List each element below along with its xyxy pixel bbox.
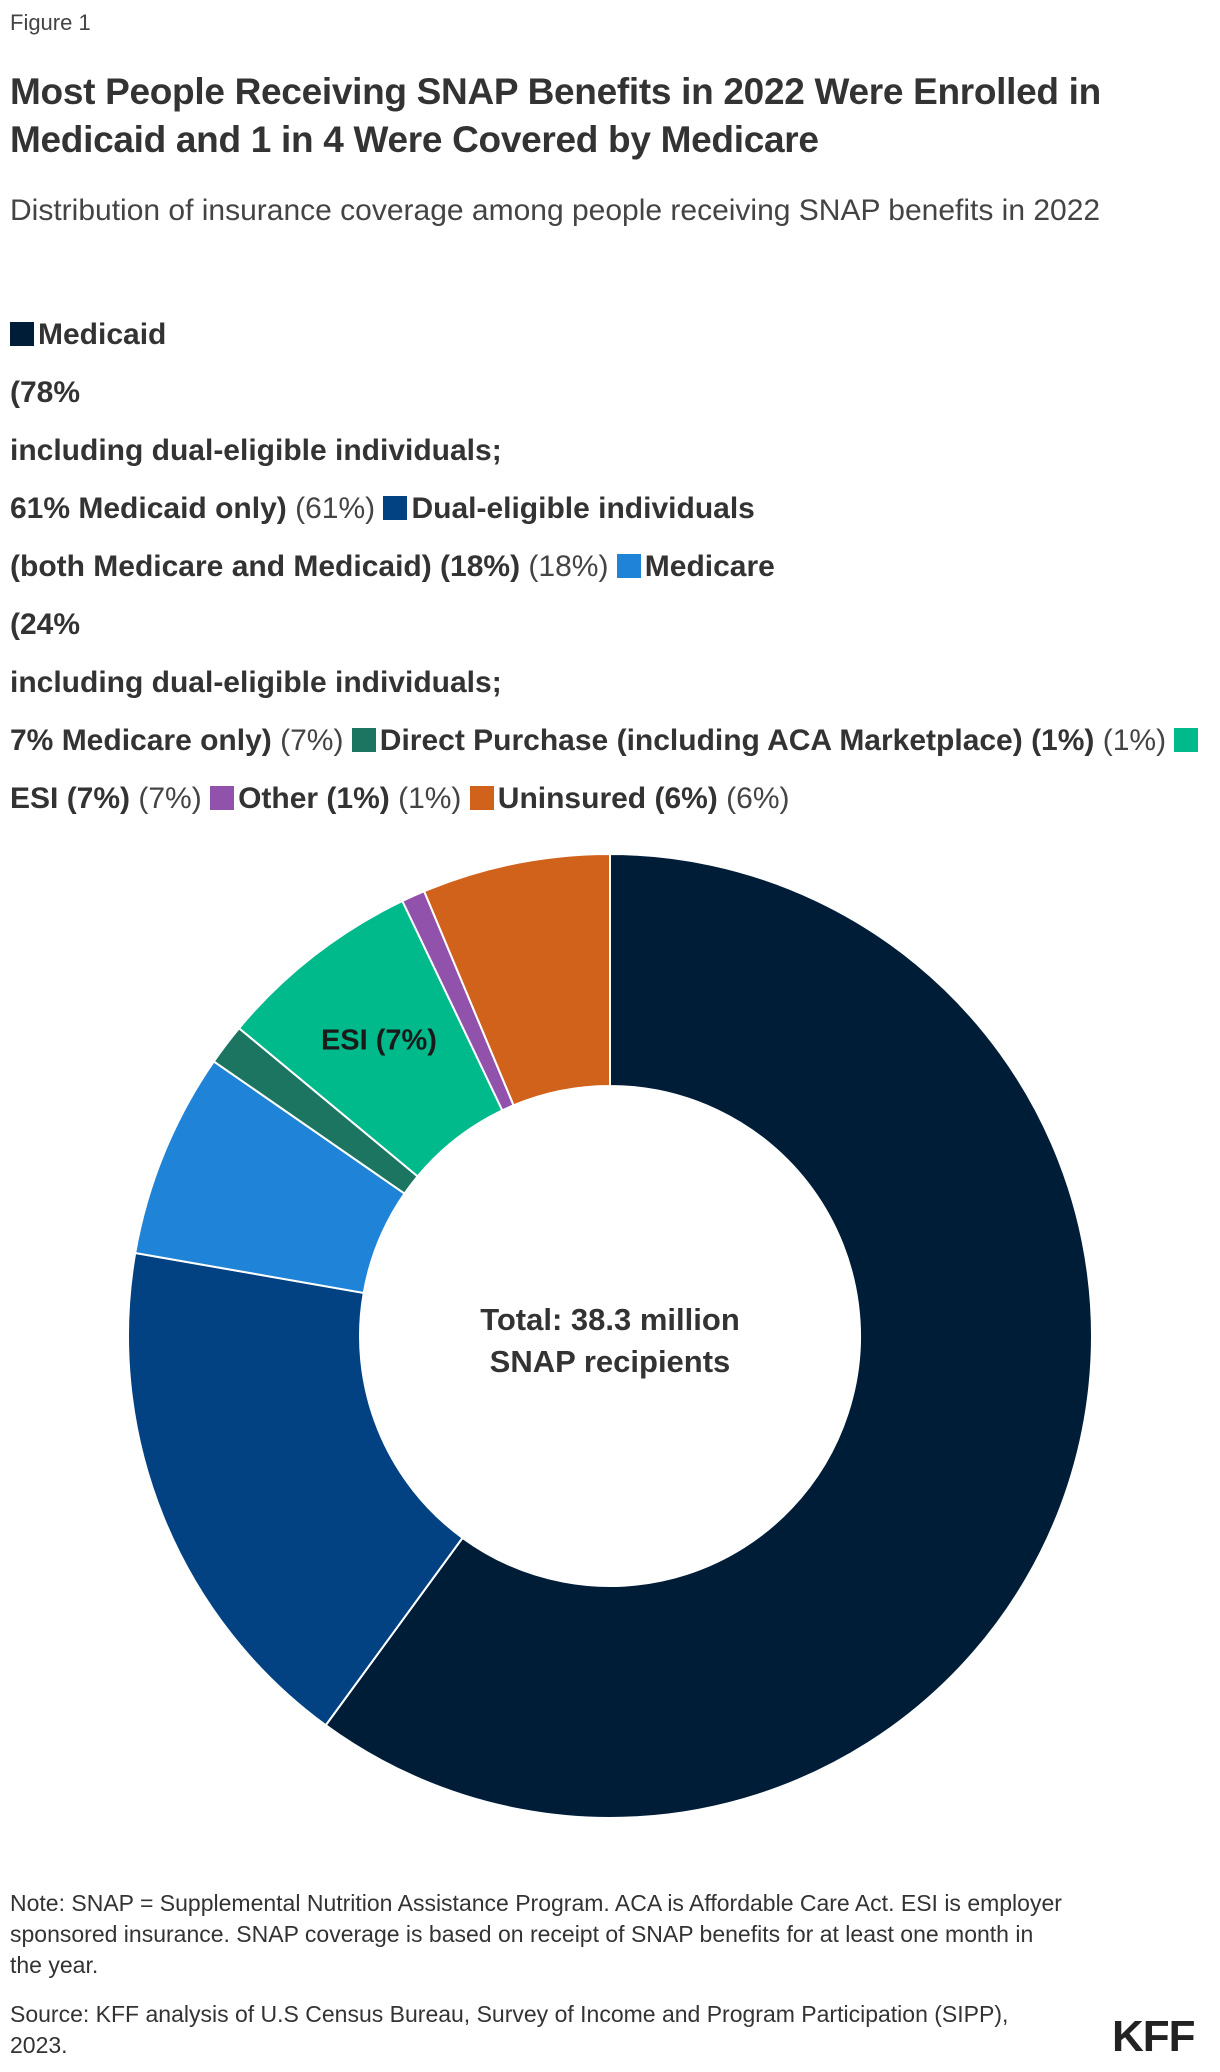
legend-swatch — [469, 786, 494, 810]
legend-value: (6%) — [717, 782, 790, 815]
legend-label: Dual-eligible individuals (both Medicare… — [10, 492, 755, 583]
legend-swatch — [1174, 728, 1199, 752]
chart-title: Most People Receiving SNAP Benefits in 2… — [10, 71, 1101, 160]
legend-value: (18%) — [520, 550, 609, 583]
figure-label: Figure 1 — [10, 10, 91, 35]
legend-item[interactable]: Other (1%) (1%) — [210, 782, 461, 815]
legend-item[interactable]: Medicare (24% including dual-eligible in… — [10, 550, 775, 757]
legend-value: (61%) — [286, 492, 376, 525]
slice-dual-eligible-individuals[interactable] — [127, 1251, 464, 1727]
legend-value: (7%) — [271, 724, 344, 757]
legend-item[interactable]: Dual-eligible individuals (both Medicare… — [10, 492, 755, 583]
legend-swatch — [210, 786, 235, 810]
legend-value: (1%) — [1094, 724, 1167, 757]
legend-item[interactable]: Direct Purchase (including ACA Marketpla… — [351, 724, 1167, 757]
slice-medicaid-only[interactable] — [324, 852, 1093, 1819]
legend-item[interactable]: Medicaid (78% including dual-eligible in… — [10, 318, 502, 525]
center-total-label: Total: 38.3 million — [480, 1302, 740, 1337]
legend-swatch — [616, 554, 641, 578]
legend-swatch — [10, 322, 34, 346]
legend-swatch — [383, 496, 408, 520]
legend-label: Medicare (24% including dual-eligible in… — [10, 550, 775, 757]
legend-swatch — [351, 728, 376, 752]
slice-data-label: ESI (7%) — [321, 1024, 437, 1056]
legend-label: ESI (7%) — [10, 782, 131, 815]
legend-value: (7%) — [130, 782, 202, 815]
legend-value: (1%) — [389, 782, 462, 815]
donut-chart: ESI (7%) Total: 38.3 million SNAP recipien… — [127, 852, 1093, 1819]
legend: Medicaid (78% including dual-eligible in… — [10, 306, 1210, 828]
legend-label: Uninsured (6%) — [497, 782, 718, 815]
legend-label: Direct Purchase (including ACA Marketpla… — [379, 724, 1095, 757]
legend-item[interactable]: ESI (7%) (7%) — [10, 724, 1202, 815]
note: Note: SNAP = Supplemental Nutrition Assi… — [10, 1890, 1062, 1978]
legend-label: Other (1%) — [238, 782, 390, 815]
legend-item[interactable]: Uninsured (6%) (6%) — [469, 782, 790, 815]
center-total-label: SNAP recipients — [490, 1344, 731, 1379]
source: Source: KFF analysis of U.S Census Burea… — [10, 2001, 1009, 2058]
chart-subtitle: Distribution of insurance coverage among… — [10, 194, 1101, 227]
legend-label: Medicaid (78% including dual-eligible in… — [10, 318, 502, 525]
slice-uninsured[interactable] — [422, 852, 611, 1107]
kff-logo: KFF — [1112, 2012, 1196, 2061]
